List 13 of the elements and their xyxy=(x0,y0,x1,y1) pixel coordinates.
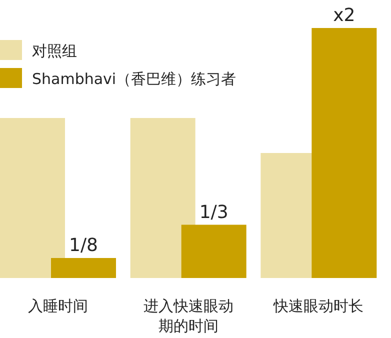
bar xyxy=(312,28,377,278)
bar xyxy=(181,224,246,278)
legend-label: Shambhavi（香巴维）练习者 xyxy=(32,70,236,88)
bar xyxy=(0,118,65,278)
legend-label: 对照组 xyxy=(32,42,77,60)
annotation: 1/8 xyxy=(69,235,98,256)
bar xyxy=(51,258,116,278)
x-tick-label: 入睡时间 xyxy=(28,297,88,315)
annotation: x2 xyxy=(333,5,356,26)
x-tick-label: 快速眼动时长 xyxy=(272,297,364,315)
x-tick-label: 进入快速眼动期的时间 xyxy=(143,297,234,335)
bar xyxy=(130,118,196,278)
annotation: 1/3 xyxy=(199,202,228,223)
